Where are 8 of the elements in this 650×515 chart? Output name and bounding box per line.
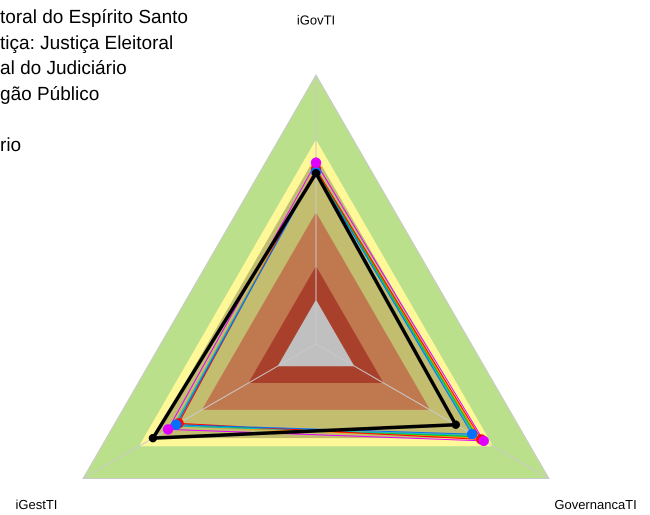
text: rio <box>0 134 22 158</box>
text: gão Público <box>0 82 100 107</box>
text: toral do Espírito Santo <box>0 6 188 30</box>
text: al do Judiciário <box>0 57 127 82</box>
text: tiça: Justiça Eleitoral <box>0 32 174 56</box>
spoke-label: GovernancaTI <box>554 496 637 512</box>
spoke-label: iGovTI <box>296 12 336 28</box>
spoke-label: iGestTI <box>15 496 58 512</box>
